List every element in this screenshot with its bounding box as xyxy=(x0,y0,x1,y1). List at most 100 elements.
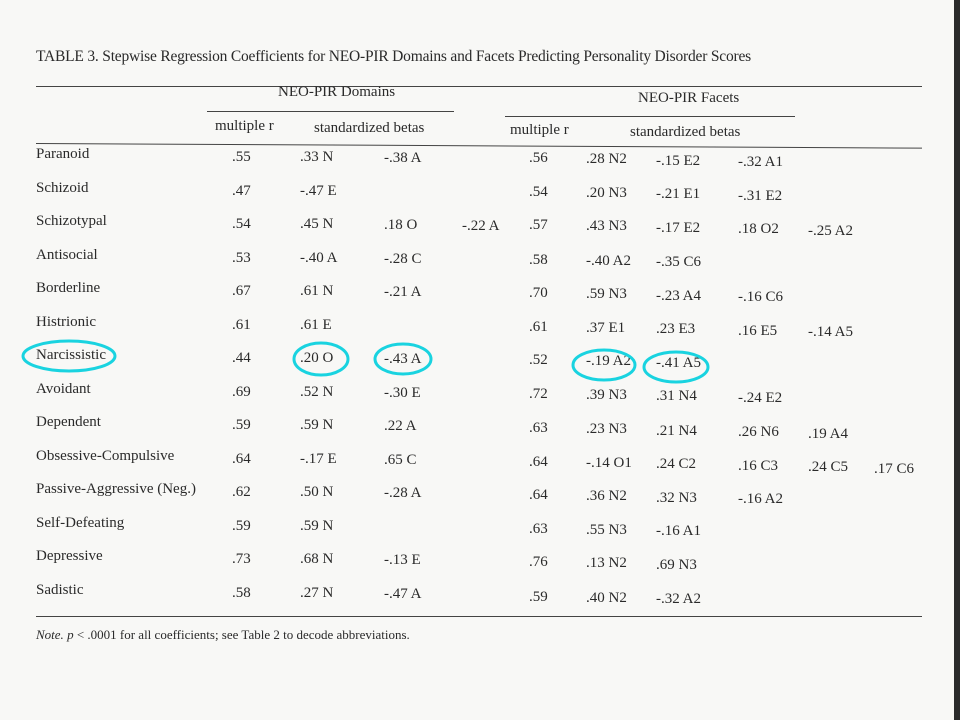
domain-beta: -.30 E xyxy=(384,384,421,401)
domain-beta: .33 N xyxy=(300,149,334,165)
facet-beta: .55 N3 xyxy=(586,521,627,538)
facet-beta: .24 C5 xyxy=(808,459,849,475)
bottom-rule xyxy=(36,616,922,617)
row-label: Paranoid xyxy=(36,146,90,162)
domain-beta: .59 N xyxy=(300,417,334,433)
domains-multiple-r-header: multiple r xyxy=(215,118,274,134)
domains-multiple-r: .64 xyxy=(232,450,251,467)
facets-multiple-r: .63 xyxy=(529,420,548,436)
row-label: Antisocial xyxy=(36,246,98,263)
domains-multiple-r: .59 xyxy=(232,417,251,433)
facet-beta: .31 N4 xyxy=(656,388,697,404)
domains-underline xyxy=(207,111,454,112)
facet-beta: .43 N3 xyxy=(586,218,627,234)
facets-underline xyxy=(505,116,795,117)
domains-multiple-r: .67 xyxy=(232,283,251,299)
facet-beta: -.41 A5 xyxy=(656,354,701,371)
domains-multiple-r: .55 xyxy=(232,149,251,165)
facet-beta: -.14 A5 xyxy=(808,324,853,340)
domains-multiple-r: .61 xyxy=(232,316,251,333)
facet-beta: .18 O2 xyxy=(738,221,779,237)
page-number: 41 xyxy=(0,346,2,359)
domain-beta: -.43 A xyxy=(384,351,422,367)
domain-beta: -.13 E xyxy=(384,552,421,568)
domains-multiple-r: .53 xyxy=(232,249,251,266)
row-label: Schizoid xyxy=(36,179,89,196)
facets-multiple-r: .57 xyxy=(529,217,548,233)
row-label: Histrionic xyxy=(36,313,96,330)
row-label: Obsessive-Compulsive xyxy=(36,447,175,464)
domain-beta: -.38 A xyxy=(384,150,422,166)
facet-beta: .13 N2 xyxy=(586,555,627,571)
facets-multiple-r: .72 xyxy=(529,385,548,402)
facets-multiple-r: .64 xyxy=(529,487,548,503)
facet-beta: .20 N3 xyxy=(586,184,627,201)
facet-beta: .24 C2 xyxy=(656,456,697,472)
facet-beta: -.21 E1 xyxy=(656,186,701,202)
facet-beta: .40 N2 xyxy=(586,589,627,606)
facet-beta: .37 E1 xyxy=(586,319,626,336)
facet-beta: .21 N4 xyxy=(656,422,697,439)
row-label: Avoidant xyxy=(36,380,91,397)
domain-beta: .52 N xyxy=(300,383,334,400)
row-label: Passive-Aggressive (Neg.) xyxy=(36,481,196,497)
facet-beta: .36 N2 xyxy=(586,488,627,504)
domain-beta: .45 N xyxy=(300,216,334,232)
domain-beta: -.28 C xyxy=(384,250,422,267)
facet-beta: .19 A4 xyxy=(808,425,849,442)
table-note: Note. p < .0001 for all coefficients; se… xyxy=(36,627,410,643)
row-label: Narcissistic xyxy=(36,347,106,363)
domains-group-header: NEO-PIR Domains xyxy=(278,84,396,100)
domain-beta: -.28 A xyxy=(384,485,422,501)
facet-beta: -.17 E2 xyxy=(656,219,701,236)
domains-multiple-r: .44 xyxy=(232,350,251,366)
facet-beta: .28 N2 xyxy=(586,151,627,167)
row-label: Schizotypal xyxy=(36,213,107,229)
domain-beta: .61 N xyxy=(300,283,334,299)
facet-beta: -.19 A2 xyxy=(586,353,631,369)
domain-beta: -.40 A xyxy=(300,249,338,266)
facet-beta: .26 N6 xyxy=(738,424,779,440)
facets-multiple-r: .59 xyxy=(529,588,548,605)
row-label: Depressive xyxy=(36,548,103,564)
domain-beta: .65 C xyxy=(384,451,417,468)
domain-beta: -.47 E xyxy=(300,182,337,199)
facet-beta: .32 N3 xyxy=(656,489,697,506)
facet-beta: -.24 E2 xyxy=(738,389,783,406)
row-label: Sadistic xyxy=(36,581,84,598)
domain-beta: -.17 E xyxy=(300,450,337,467)
facet-beta: .39 N3 xyxy=(586,386,627,403)
row-label: Self-Defeating xyxy=(36,514,125,531)
row-label: Borderline xyxy=(36,280,101,296)
table-title: TABLE 3. Stepwise Regression Coefficient… xyxy=(36,48,751,65)
facet-beta: -.23 A4 xyxy=(656,287,701,304)
header-rule xyxy=(35,143,922,149)
domain-beta: .18 O xyxy=(384,217,418,233)
facet-beta: .23 E3 xyxy=(656,321,696,337)
domain-beta: .22 A xyxy=(384,418,417,434)
facets-multiple-r: .61 xyxy=(529,318,548,335)
domain-beta: .59 N xyxy=(300,517,334,534)
top-rule xyxy=(36,86,922,87)
facets-group-header: NEO-PIR Facets xyxy=(638,90,740,106)
domain-beta: .68 N xyxy=(300,551,334,567)
facet-beta: -.31 E2 xyxy=(738,187,783,204)
facets-multiple-r-header: multiple r xyxy=(510,122,569,138)
facets-multiple-r: .76 xyxy=(529,554,548,570)
facet-beta: .69 N3 xyxy=(656,556,697,573)
row-label: Dependent xyxy=(36,414,101,430)
note-prefix: Note. xyxy=(36,627,64,642)
scan-edge xyxy=(954,0,960,720)
domains-multiple-r: .47 xyxy=(232,182,251,199)
domains-multiple-r: .58 xyxy=(232,584,251,601)
facet-beta: -.16 A1 xyxy=(656,523,701,539)
facet-beta: .23 N3 xyxy=(586,421,627,437)
facet-beta: .16 E5 xyxy=(738,322,778,339)
domain-beta: .61 E xyxy=(300,316,332,333)
facets-multiple-r: .54 xyxy=(529,183,548,200)
facet-beta: -.14 O1 xyxy=(586,454,632,471)
facet-beta: -.32 A1 xyxy=(738,154,783,170)
domains-multiple-r: .59 xyxy=(232,517,251,534)
facet-beta: -.35 C6 xyxy=(656,254,701,270)
facet-beta: -.40 A2 xyxy=(586,252,631,269)
